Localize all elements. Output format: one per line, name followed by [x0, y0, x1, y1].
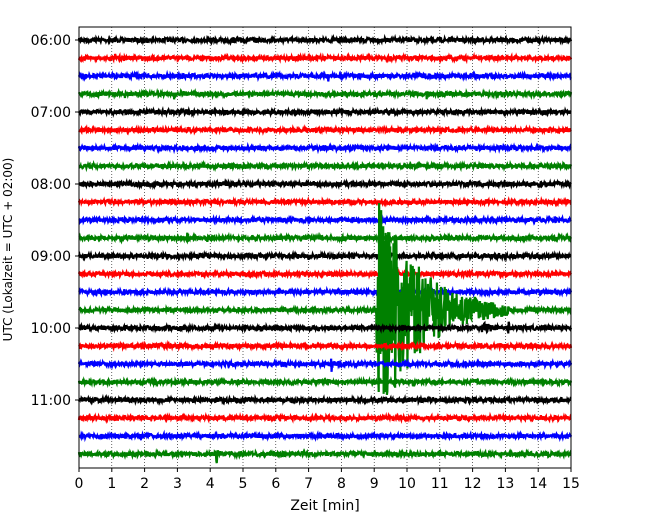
x-tick-label: 10 — [398, 476, 416, 492]
seismogram-traces — [77, 33, 573, 464]
trace-1115 — [77, 411, 572, 425]
x-axis-ticks: 0 1 2 3 4 5 6 7 8 9 10 11 12 13 14 15 — [75, 468, 580, 492]
trace-0615 — [77, 51, 573, 65]
trace-1030 — [77, 357, 573, 372]
trace-0800 — [78, 177, 572, 191]
y-tick-label: 10:00 — [31, 321, 71, 337]
x-tick-label: 5 — [239, 476, 248, 492]
trace-1045 — [77, 375, 573, 389]
x-tick-label: 12 — [464, 476, 482, 492]
x-tick-label: 6 — [271, 476, 280, 492]
x-axis-label: Zeit [min] — [290, 498, 359, 514]
x-tick-label: 2 — [140, 476, 149, 492]
x-tick-label: 4 — [206, 476, 215, 492]
trace-1015 — [78, 339, 573, 353]
trace-1100 — [77, 393, 572, 407]
trace-0945 — [78, 203, 572, 396]
x-tick-label: 13 — [496, 476, 514, 492]
x-tick-label: 1 — [107, 476, 116, 492]
y-axis-label: UTC (Lokalzeit = UTC + 02:00) — [1, 158, 15, 342]
x-tick-label: 14 — [529, 476, 547, 492]
trace-0830 — [78, 213, 572, 226]
x-tick-label: 3 — [173, 476, 182, 492]
x-tick-label: 8 — [337, 476, 346, 492]
trace-0600 — [77, 33, 573, 47]
y-tick-label: 06:00 — [31, 33, 71, 49]
trace-0845 — [78, 231, 573, 245]
x-tick-label: 9 — [370, 476, 379, 492]
plot-frame — [78, 26, 572, 469]
trace-0715 — [78, 124, 572, 136]
trace-0815 — [77, 195, 572, 208]
trace-0915 — [77, 268, 572, 280]
x-tick-label: 7 — [304, 476, 313, 492]
y-tick-label: 09:00 — [31, 249, 71, 265]
trace-1145 — [77, 448, 572, 464]
trace-1130 — [78, 429, 573, 443]
x-tick-label: 15 — [562, 476, 580, 492]
y-tick-label: 07:00 — [31, 105, 71, 121]
x-tick-label: 0 — [75, 476, 84, 492]
trace-0930 — [78, 285, 573, 299]
trace-0745 — [78, 159, 573, 173]
trace-1000 — [78, 320, 573, 335]
y-tick-label: 11:00 — [31, 393, 71, 409]
trace-0645 — [77, 87, 573, 101]
y-tick-label: 08:00 — [31, 177, 71, 193]
trace-0630 — [77, 69, 572, 83]
y-axis-ticks: 06:00 07:00 08:00 09:00 10:00 11:00 — [31, 33, 79, 409]
trace-0900 — [77, 249, 572, 263]
trace-0700 — [77, 105, 572, 119]
x-tick-label: 11 — [431, 476, 449, 492]
trace-0730 — [77, 141, 572, 155]
